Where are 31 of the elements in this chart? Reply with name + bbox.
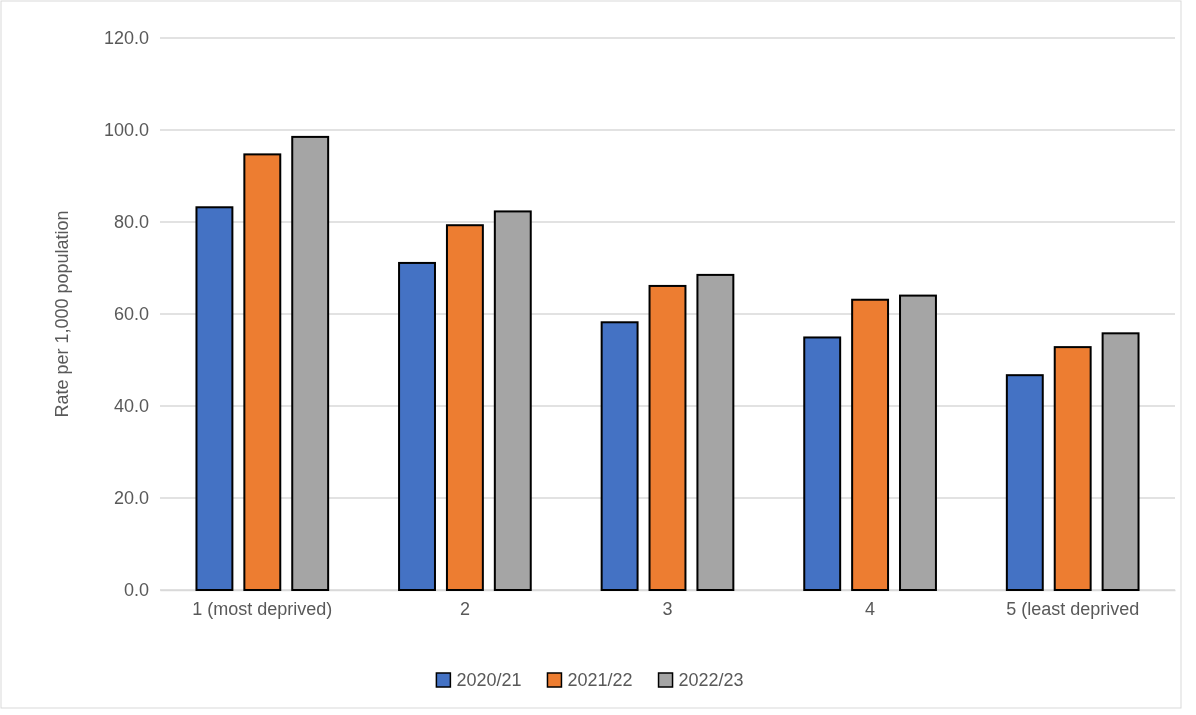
x-tick-label: 1 (most deprived) (192, 598, 333, 619)
bar (291, 135, 330, 591)
bar (1005, 374, 1044, 591)
bar (851, 298, 890, 591)
bar (195, 206, 234, 591)
y-tick-label: 60.0 (113, 304, 149, 325)
bar (1101, 332, 1140, 591)
bar (899, 294, 937, 591)
x-tick-label: 4 (865, 598, 876, 619)
y-tick-label: 40.0 (113, 396, 149, 417)
bar (648, 284, 687, 591)
x-tick-label: 5 (least deprived (1006, 598, 1140, 619)
x-tick-label: 3 (662, 598, 673, 619)
legend-label: 2022/23 (678, 670, 744, 690)
y-tick-label: 0.0 (123, 580, 149, 601)
bar (696, 273, 735, 591)
y-axis-title: Rate per 1,000 population (52, 210, 72, 418)
bar (803, 336, 842, 591)
bar (398, 261, 436, 591)
y-tick-label: 100.0 (103, 120, 149, 141)
y-tick-label: 80.0 (113, 212, 149, 233)
legend-label: 2020/21 (456, 670, 522, 690)
bar (493, 210, 532, 591)
y-tick-label: 20.0 (113, 488, 149, 509)
bar (243, 153, 282, 591)
bar (1053, 346, 1092, 591)
legend-label: 2021/22 (567, 670, 633, 690)
y-tick-label: 120.0 (103, 28, 149, 49)
bar (445, 224, 484, 591)
x-tick-label: 2 (459, 598, 470, 619)
bar (600, 321, 639, 591)
